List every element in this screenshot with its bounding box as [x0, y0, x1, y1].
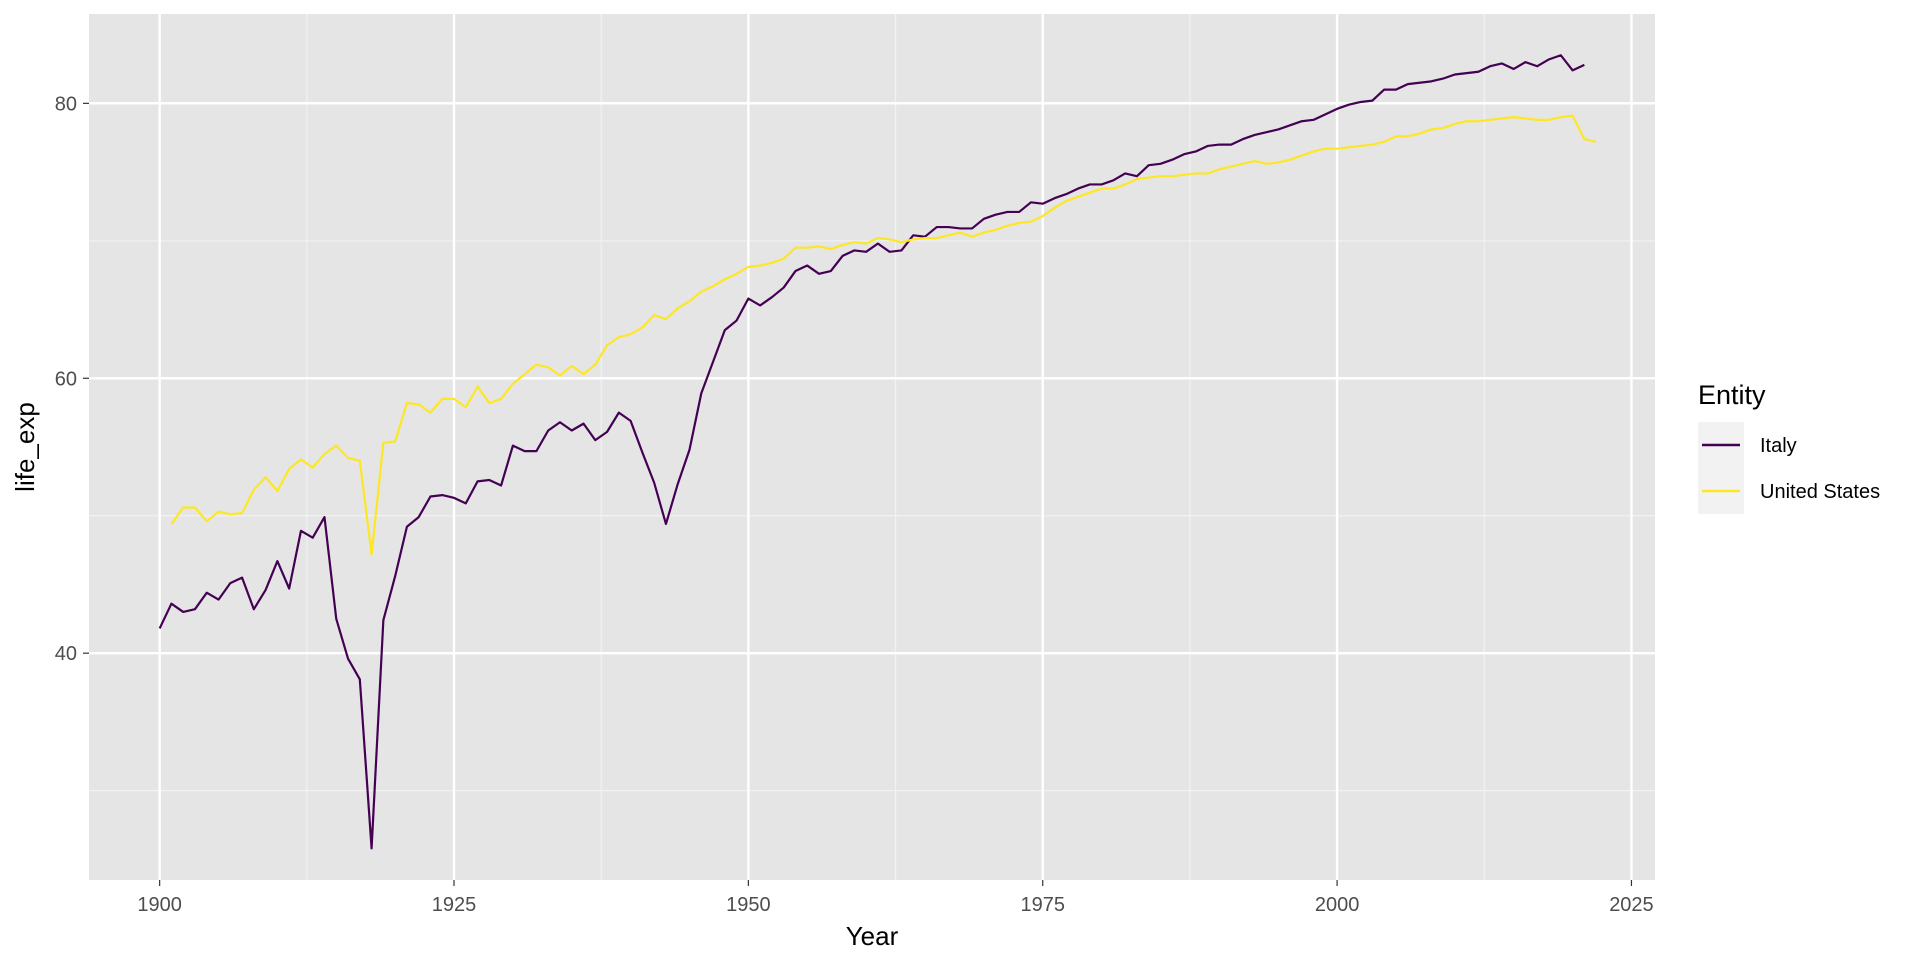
- x-tick-label: 2000: [1315, 894, 1360, 916]
- x-tick-label: 1925: [432, 894, 477, 916]
- legend-title: Entity: [1698, 380, 1766, 410]
- x-tick-label: 1950: [726, 894, 771, 916]
- x-tick-label: 2025: [1609, 894, 1654, 916]
- major-gridlines: [89, 14, 1655, 880]
- y-axis: 40 60 80: [55, 93, 89, 665]
- y-tick-label: 60: [55, 368, 77, 390]
- legend: Entity Italy United States: [1698, 380, 1880, 514]
- x-axis-title: Year: [846, 921, 899, 951]
- legend-label: United States: [1760, 481, 1880, 503]
- x-tick-label: 1975: [1020, 894, 1065, 916]
- legend-key-background: [1698, 422, 1744, 514]
- series-line-united-states: [170, 114, 1597, 556]
- series-line-italy: [158, 54, 1585, 850]
- plot-panel: [89, 14, 1655, 880]
- legend-items: Italy United States: [1702, 435, 1880, 503]
- x-axis: 1900 1925 1950 1975 2000 2025: [137, 880, 1654, 916]
- y-tick-label: 80: [55, 93, 77, 115]
- x-tick-label: 1900: [137, 894, 182, 916]
- series-lines: [158, 54, 1597, 850]
- legend-label: Italy: [1760, 435, 1797, 457]
- y-axis-title: life_exp: [10, 402, 40, 492]
- y-tick-label: 40: [55, 643, 77, 665]
- minor-gridlines: [89, 14, 1655, 880]
